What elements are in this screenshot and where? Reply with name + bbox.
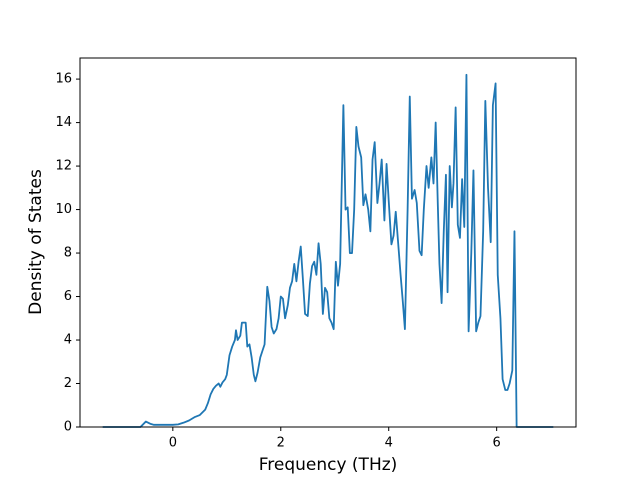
y-tick-label: 4 <box>64 333 72 348</box>
y-tick-label: 8 <box>64 246 72 261</box>
y-axis-label: Density of States <box>26 169 46 315</box>
y-tick-label: 0 <box>64 420 72 435</box>
x-tick-label: 2 <box>277 436 285 451</box>
y-tick-label: 10 <box>55 202 72 217</box>
x-axis-label: Frequency (THz) <box>259 455 398 475</box>
y-tick-label: 6 <box>64 289 72 304</box>
line <box>102 73 554 428</box>
x-tick-label: 0 <box>169 436 177 451</box>
y-tick-label: 16 <box>55 72 72 87</box>
x-tick-label: 6 <box>493 436 501 451</box>
y-tick-label: 14 <box>55 115 72 130</box>
plot-frame <box>79 57 577 428</box>
y-tick-label: 12 <box>55 159 72 174</box>
y-tick-label: 2 <box>64 376 72 391</box>
x-tick-label: 4 <box>385 436 393 451</box>
